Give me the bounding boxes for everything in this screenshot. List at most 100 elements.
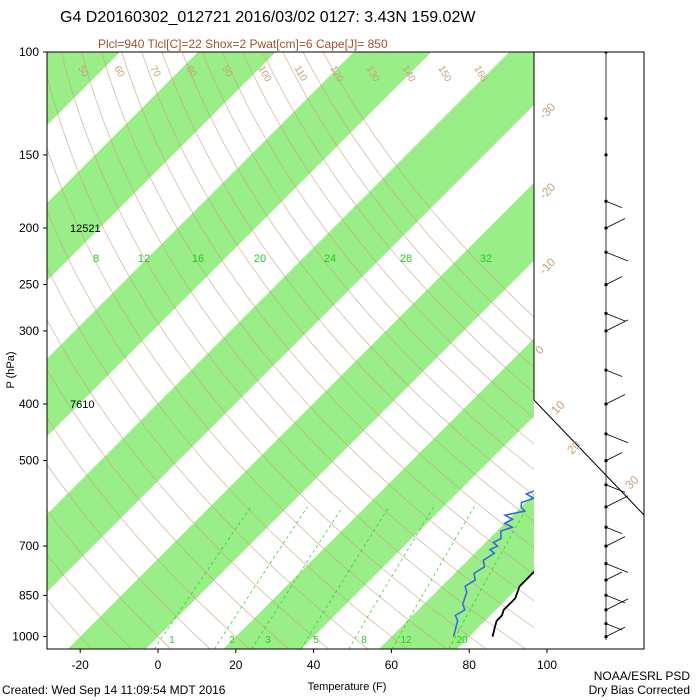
y-tick-label: 300 [19,324,39,338]
wind-barb [605,218,626,229]
mixing-ratio-label: 32 [480,253,492,265]
dry-adiabat-line [47,554,132,649]
wind-barb [605,433,629,444]
dry-adiabat-label: 90 [219,64,234,80]
wind-barb [605,536,626,547]
mixing-ratio-low-label: 8 [361,635,367,646]
wind-barb [605,571,623,581]
wind-barb [605,484,626,493]
plot-frame [46,51,645,650]
height-label: 7610 [70,399,94,411]
wind-barb-dot [604,117,608,121]
temperature-band [47,52,432,437]
y-tick-label: 1000 [12,630,39,644]
dry-adiabat-line [302,52,644,434]
mixing-ratio-low-label: 20 [456,635,468,646]
temperature-band [690,52,700,649]
wind-barb [605,626,626,637]
y-axis-ticks: 100 150 200 250 300 400 500 700 850 1000 [12,45,47,644]
wind-barb [605,452,623,461]
dry-adiabat-line [322,52,644,410]
wind-barb [605,598,629,611]
mixing-ratio-line [214,506,308,649]
mixing-ratio-low-label: 3 [265,635,271,646]
mixing-ratio-label: 20 [254,253,266,265]
dry-adiabat-line [47,509,171,649]
dry-adiabat-line [262,52,644,480]
y-tick-label: 850 [19,588,39,602]
dry-adiabat-line [282,52,644,457]
wind-barb [605,369,623,377]
dry-adiabat-label: 70 [147,64,162,80]
wind-barb [605,394,626,405]
wind-barb [605,313,626,322]
mixing-ratio-line [153,506,252,649]
chart-title: G4 D20160302_012721 2016/03/02 0127: 3.4… [60,9,476,26]
dry-adiabat-line [47,598,93,649]
x-tick-label: 40 [307,658,321,672]
y-tick-label: 200 [19,221,39,235]
mixing-ratio-label: 12 [138,253,150,265]
wind-barb [605,200,623,208]
wind-area-upper [534,52,644,515]
y-tick-label: 150 [19,148,39,162]
y-tick-label: 500 [19,454,39,468]
wind-barb-dot [604,153,608,157]
x-tick-label: 60 [385,658,399,672]
x-axis-label: Temperature (F) [308,681,387,693]
mixing-ratio-line [251,506,343,649]
x-tick-label: 0 [155,658,162,672]
wind-area-border [533,52,644,516]
x-tick-label: 100 [537,658,557,672]
wind-barb [605,526,623,534]
plot-area [47,52,700,649]
mixing-ratio-low-label: 2 [229,635,235,646]
dry-adiabat-line [47,463,211,649]
dry-adiabat-line [60,52,527,649]
credit-noaa: NOAA/ESRL PSD [594,669,691,683]
dry-adiabat-line [47,266,369,649]
wind-barb [605,563,629,573]
mixing-ratio-low-label: 5 [313,635,319,646]
mixing-ratio-label: 24 [324,253,336,265]
y-tick-label: 250 [19,278,39,292]
temperature-band [47,52,588,593]
wind-barb [605,276,623,285]
y-tick-label: 400 [19,397,39,411]
dry-adiabat-label: 60 [111,64,126,80]
y-tick-label: 700 [19,539,39,553]
mixing-ratio-low-label: 1 [169,635,175,646]
mixing-ratio-label: 8 [93,253,99,265]
wind-barb [605,495,629,508]
x-axis-ticks: -20 0 20 40 60 80 100 [72,649,557,672]
temperature-band [47,52,121,126]
mixing-ratio-lines [153,506,528,649]
chart-subtitle: Plcl=940 Tlcl[C]=22 Shox=2 Pwat[cm]=6 Ca… [98,37,388,51]
dry-adiabat-line [47,74,487,649]
wind-barb [605,251,629,262]
dry-adiabat-line [47,368,290,649]
height-label: 12521 [70,223,101,235]
x-tick-label: 20 [229,658,243,672]
wind-barb-dot [604,250,608,254]
mixing-ratio-label: 16 [192,253,204,265]
mixing-ratio-low-label: 12 [400,635,412,646]
y-tick-label: 100 [19,45,39,59]
temperature-band [47,52,276,281]
wind-barb-dot [604,199,608,203]
mixing-ratio-line [448,506,528,649]
y-axis-label: P (hPa) [5,351,17,388]
dry-adiabat-line [47,147,448,649]
wind-barb [605,319,629,332]
dry-adiabat-line [47,417,250,649]
dry-adiabat-label: 50 [75,64,90,80]
mixing-ratio-label: 28 [400,253,412,265]
dry-adiabat-line [161,52,644,600]
dry-adiabat-label: 80 [183,64,198,80]
wind-barb-area [533,52,644,649]
dry-adiabat-line [47,318,329,649]
created-timestamp: Created: Wed Sep 14 11:09:54 MDT 2016 [2,683,226,697]
wind-barb [605,623,623,631]
x-tick-label: 80 [463,658,477,672]
